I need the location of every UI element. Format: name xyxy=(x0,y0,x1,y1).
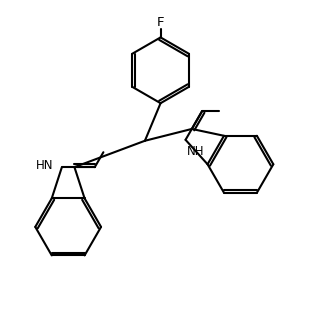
Text: NH: NH xyxy=(187,144,204,157)
Text: HN: HN xyxy=(36,159,53,172)
Text: F: F xyxy=(157,15,164,29)
